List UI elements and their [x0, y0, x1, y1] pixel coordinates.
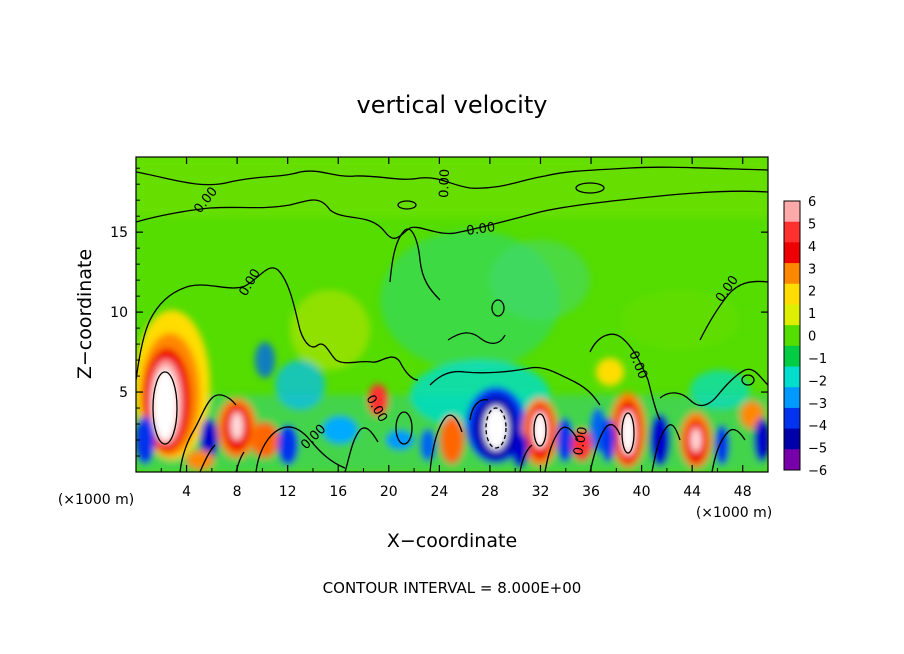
- colorbar-label: 4: [808, 240, 816, 255]
- colorbar-swatch: [784, 345, 800, 368]
- plot-area: 0.00 0.00 0.00 0.00 0.00 0.00 0.00 0.00 …: [136, 157, 768, 472]
- x-tick-label: 36: [582, 484, 600, 500]
- colorbar-label: 2: [808, 285, 816, 300]
- x-axis-unit: (×1000 m): [696, 505, 772, 521]
- x-tick-label: 16: [329, 484, 347, 500]
- colorbar-label: 3: [808, 262, 816, 277]
- contour-label: 0.00: [437, 169, 453, 198]
- x-tick-label: 32: [532, 484, 550, 500]
- y-axis-label: Z−coordinate: [74, 249, 96, 379]
- y-tick-label: 10: [110, 305, 128, 321]
- colorbar-label: −4: [808, 419, 827, 434]
- colorbar-swatch: [784, 242, 800, 264]
- colorbar-swatch: [784, 407, 800, 430]
- x-tick-label: 24: [430, 484, 448, 500]
- colorbar-label: −3: [808, 397, 827, 412]
- x-tick-label: 4: [182, 484, 191, 500]
- colorbar-swatch: [784, 283, 800, 305]
- y-axis-ticks: 5 10 15: [110, 167, 768, 457]
- x-tick-label: 12: [279, 484, 297, 500]
- colorbar-label: 5: [808, 217, 816, 232]
- contour-interval-note: CONTOUR INTERVAL = 8.000E+00: [323, 579, 582, 597]
- x-tick-label: 20: [380, 484, 398, 500]
- x-tick-label: 28: [481, 484, 499, 500]
- colorbar-label: −1: [808, 352, 827, 367]
- x-tick-label: 44: [683, 484, 701, 500]
- colorbar-swatch: [784, 304, 800, 326]
- colorbar-label: −6: [808, 464, 827, 479]
- plot-frame: [135, 156, 769, 473]
- colorbar-label: −5: [808, 442, 827, 457]
- colorbar-swatch: [784, 325, 800, 347]
- colorbar-swatch: [784, 221, 800, 243]
- y-tick-label: 15: [110, 225, 128, 241]
- y-tick-label: 5: [119, 385, 128, 401]
- contour-label: 0.00: [571, 426, 591, 457]
- x-tick-label: 40: [633, 484, 651, 500]
- x-axis-ticks: 4 8 12 16 20 24 28 32 36 40 44 48: [160, 157, 769, 500]
- colorbar: 6 5 4 3 2 1 0 −1 −2 −3 −4 −5 −6: [783, 195, 827, 479]
- chart-title: vertical velocity: [357, 91, 548, 119]
- colorbar-swatch: [784, 201, 800, 223]
- x-tick-label: 48: [734, 484, 752, 500]
- zero-contours: [136, 166, 768, 472]
- x-tick-label: 8: [233, 484, 242, 500]
- contour-label: 0.00: [465, 220, 496, 239]
- colorbar-label: −2: [808, 374, 827, 389]
- colorbar-swatch: [784, 263, 800, 285]
- colorbar-label: 6: [808, 195, 816, 210]
- colorbar-frame: [783, 200, 801, 471]
- colorbar-label: 1: [808, 307, 816, 322]
- x-axis-label: X−coordinate: [387, 530, 517, 552]
- colorbar-swatch: [784, 449, 800, 471]
- colorbar-label: 0: [808, 330, 816, 345]
- colorbar-swatch: [784, 387, 800, 409]
- colorbar-swatch: [784, 366, 800, 388]
- colorbar-swatch: [784, 428, 800, 450]
- y-axis-unit: (×1000 m): [58, 492, 134, 508]
